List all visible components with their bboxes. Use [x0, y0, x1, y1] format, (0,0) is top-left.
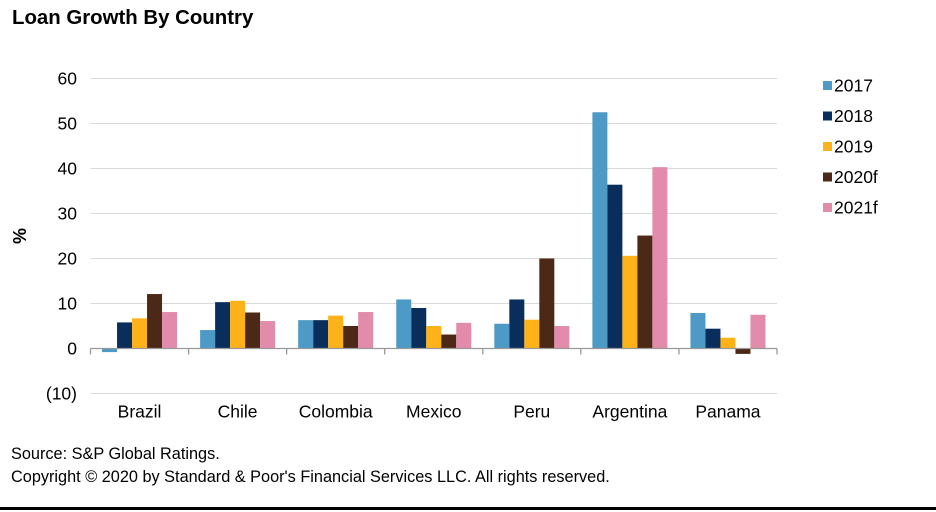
svg-text:Argentina: Argentina [592, 402, 667, 422]
svg-text:Mexico: Mexico [406, 402, 461, 422]
svg-text:2019: 2019 [834, 137, 873, 157]
svg-text:Loan Growth By Country: Loan Growth By Country [12, 7, 254, 29]
svg-text:2017: 2017 [834, 76, 873, 96]
svg-text:Copyright © 2020 by Standard &: Copyright © 2020 by Standard & Poor's Fi… [11, 468, 610, 486]
svg-text:10: 10 [58, 294, 78, 314]
svg-text:%: % [10, 228, 30, 244]
svg-text:30: 30 [58, 204, 78, 224]
svg-text:Chile: Chile [218, 402, 258, 422]
svg-text:20: 20 [58, 249, 78, 269]
svg-text:Panama: Panama [695, 402, 760, 422]
svg-text:60: 60 [58, 69, 78, 89]
svg-text:2018: 2018 [834, 106, 873, 126]
svg-text:2021f: 2021f [834, 198, 878, 218]
svg-text:Peru: Peru [513, 402, 550, 422]
svg-text:0: 0 [67, 339, 77, 359]
svg-text:(10): (10) [46, 384, 77, 404]
svg-text:40: 40 [58, 159, 78, 179]
svg-text:Colombia: Colombia [299, 402, 373, 422]
svg-text:Brazil: Brazil [118, 402, 162, 422]
svg-text:Source: S&P Global Ratings.: Source: S&P Global Ratings. [11, 445, 220, 463]
svg-text:2020f: 2020f [834, 167, 878, 187]
svg-text:50: 50 [58, 114, 78, 134]
